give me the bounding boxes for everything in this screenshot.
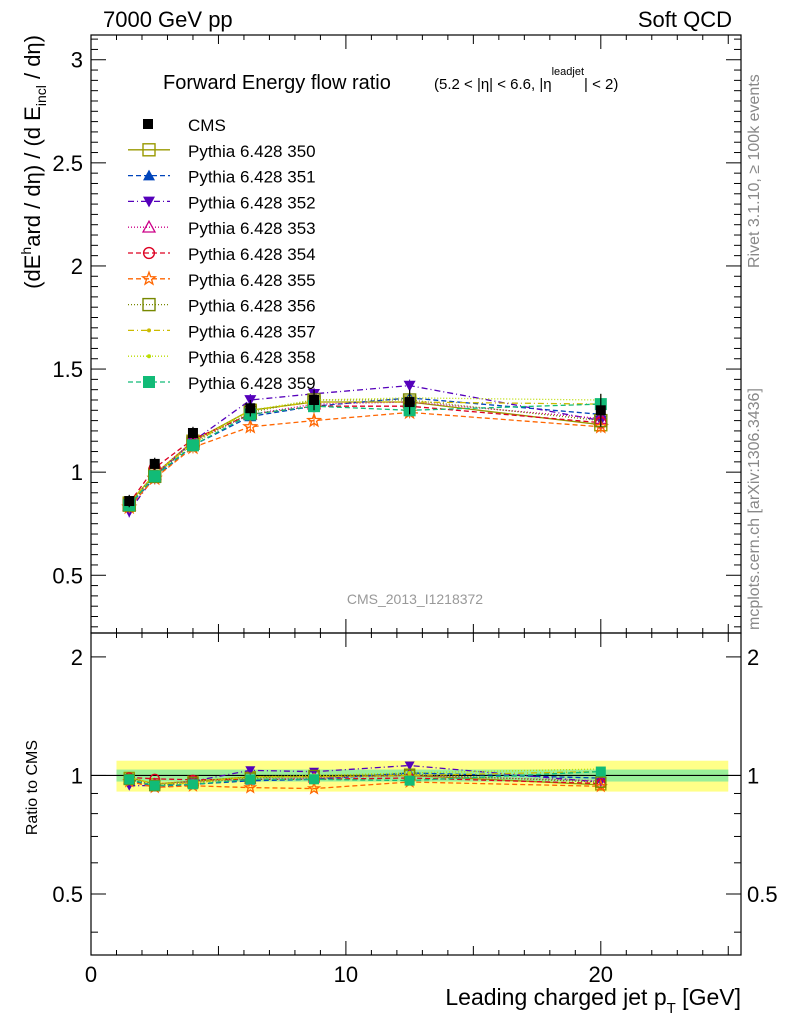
ratio-y-axis-label: Ratio to CMS [24,740,41,835]
chart-title-cut: (5.2 < |η| < 6.6, |ηleadjet| < 2) [434,66,618,93]
legend-marker-6 [142,297,156,312]
legend-label-6: Pythia 6.428 356 [188,297,316,316]
y-tick-label: 2 [71,254,83,279]
data-point [245,403,256,414]
series-9-ratio-point [124,774,135,785]
series-9-ratio-point [149,780,160,791]
x-tick-label: 20 [589,962,613,987]
series-9-ratio-point [404,775,415,786]
y-tick-label: 0.5 [52,563,83,588]
ratio-y-tick-label: 0.5 [52,882,83,907]
ratio-y-tick-label: 2 [71,645,83,670]
data-point [404,397,415,408]
legend-label-0: Pythia 6.428 350 [188,142,316,161]
series-9-ratio-point [309,774,320,785]
ratio-y-tick-label: 1 [71,763,83,788]
series-1-line [128,397,601,506]
legend-marker-0 [142,143,156,157]
data-point [149,458,160,469]
legend-label-7: Pythia 6.428 357 [188,322,316,341]
series-9-line [128,403,601,506]
y-tick-label: 1.5 [52,357,83,382]
ylabel-sup: h [18,247,34,255]
legend-label-5: Pythia 6.428 355 [188,271,316,290]
series-5-ratio-point [593,778,608,793]
data-point [595,405,606,416]
title-cut-a: (5.2 < |η| < 6.6, |η [434,76,552,93]
series-2-ratio-point [404,761,415,771]
data-point [187,427,198,438]
series-9-ratio-point [595,766,606,777]
legend-label-4: Pythia 6.428 354 [188,245,316,264]
series-5-ratio-point [243,780,258,794]
legend-marker-3 [141,219,157,233]
x-tick-label: 10 [334,962,358,987]
legend-marker-9 [143,376,155,388]
legend-marker-4 [142,246,156,260]
legend-label-1: Pythia 6.428 351 [188,168,316,187]
legend-marker-7 [147,328,151,333]
title-cut-b: | < 2) [584,76,618,93]
series-9-ratio-point [245,774,256,785]
xlabel-sub: T [667,1000,676,1017]
legend-label-data: CMS [188,116,226,135]
series-5-point [305,412,323,428]
title-cut-sup: leadjet [552,66,584,78]
series-2-ratio-point [245,766,256,776]
legend-marker-5 [140,270,158,286]
xlabel-a: Leading charged jet p [445,984,666,1010]
ylabel-c: / dη) [20,35,45,85]
legend-label-3: Pythia 6.428 353 [188,219,316,238]
series-5-ratio-point [306,781,322,795]
series-5-line [128,411,601,508]
ratio-y-tick-label-right: 1 [747,763,759,788]
series-2-point [403,380,416,392]
ylabel-b: ard / dη) / (d E [20,106,45,247]
legend-marker-1 [143,169,155,181]
series-6-ratio-point [595,776,607,788]
legend-label-8: Pythia 6.428 358 [188,348,316,367]
series-8-line [128,397,601,504]
series-2-line [128,384,601,512]
legend-data-marker [143,119,153,129]
xlabel-b: [GeV] [676,984,741,1010]
legend-label-9: Pythia 6.428 359 [188,374,316,393]
legend-marker-8 [147,354,151,359]
x-axis-label: Leading charged jet pT [GeV] [445,984,741,1017]
data-point [309,394,320,405]
chart-title: Forward Energy flow ratio [163,72,391,94]
legend-label-2: Pythia 6.428 352 [188,193,316,212]
series-8-ratio-point [407,770,412,775]
series-9-ratio-point [187,779,198,790]
header-right: Soft QCD [637,7,732,32]
y-axis-label: (dEhard / dη) / (d Eincl / dη) [18,35,49,289]
ratio-y-tick-label-right: 2 [747,645,759,670]
series-5-point [242,418,259,434]
ratio-y-tick-label-right: 0.5 [747,882,778,907]
legend-marker-2 [143,196,155,208]
header-left: 7000 GeV pp [103,7,233,32]
series-9-point [148,470,161,483]
x-tick-label: 0 [85,962,97,987]
ylabel-sub: incl [33,85,49,106]
ratio-frame [90,632,742,956]
y-tick-label: 2.5 [52,151,83,176]
data-point [124,496,135,507]
y-tick-label: 3 [71,48,83,73]
series-9-point [186,439,199,452]
series-5-point [592,418,609,434]
series-3-line [128,401,601,506]
watermark: CMS_2013_I1218372 [347,591,483,607]
series-4-line [128,405,601,504]
y-tick-label: 1 [71,460,83,485]
ylabel-a: (dE [20,255,45,289]
